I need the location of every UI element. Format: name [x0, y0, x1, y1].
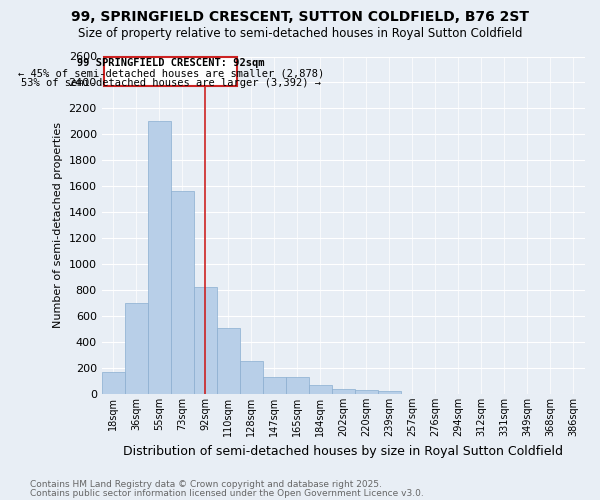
- Bar: [194, 288, 217, 394]
- Text: Contains public sector information licensed under the Open Government Licence v3: Contains public sector information licen…: [30, 488, 424, 498]
- Bar: [217, 328, 240, 394]
- Text: Contains HM Land Registry data © Crown copyright and database right 2025.: Contains HM Land Registry data © Crown c…: [30, 480, 382, 489]
- Text: Size of property relative to semi-detached houses in Royal Sutton Coldfield: Size of property relative to semi-detach…: [78, 28, 522, 40]
- Bar: [263, 377, 286, 394]
- Bar: [309, 385, 332, 394]
- X-axis label: Distribution of semi-detached houses by size in Royal Sutton Coldfield: Distribution of semi-detached houses by …: [124, 444, 563, 458]
- Text: 99, SPRINGFIELD CRESCENT, SUTTON COLDFIELD, B76 2ST: 99, SPRINGFIELD CRESCENT, SUTTON COLDFIE…: [71, 10, 529, 24]
- Text: 99 SPRINGFIELD CRESCENT: 92sqm: 99 SPRINGFIELD CRESCENT: 92sqm: [77, 58, 265, 68]
- Bar: [332, 388, 355, 394]
- Bar: [125, 303, 148, 394]
- Bar: [378, 392, 401, 394]
- Y-axis label: Number of semi-detached properties: Number of semi-detached properties: [53, 122, 63, 328]
- Bar: [240, 362, 263, 394]
- Text: ← 45% of semi-detached houses are smaller (2,878): ← 45% of semi-detached houses are smalle…: [17, 68, 324, 78]
- Bar: [148, 122, 171, 394]
- Bar: [355, 390, 378, 394]
- Bar: [286, 377, 309, 394]
- Bar: [171, 192, 194, 394]
- Bar: [101, 372, 125, 394]
- Text: 53% of semi-detached houses are larger (3,392) →: 53% of semi-detached houses are larger (…: [21, 78, 321, 88]
- Bar: [104, 56, 238, 86]
